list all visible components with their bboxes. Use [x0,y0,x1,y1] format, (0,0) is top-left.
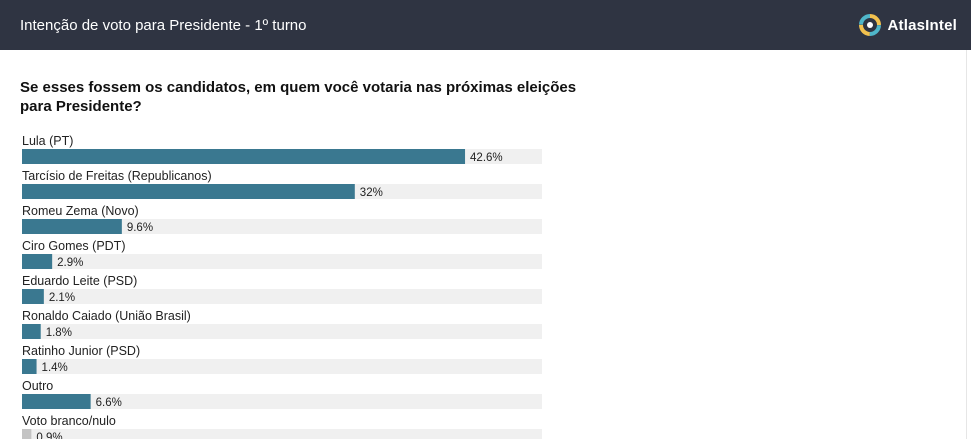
chart-title: Se esses fossem os candidatos, em quem v… [20,79,577,115]
bar-track [22,429,542,439]
bar [22,149,466,164]
bar-track [22,289,542,304]
bar-row: Outro 6.6% [22,379,542,409]
bar-row: Ratinho Junior (PSD) 1.4% [22,344,542,374]
bar-row: Lula (PT) 42.6% [22,134,542,164]
bar-track [22,394,542,409]
category-label: Outro [22,379,53,393]
bar-row: Voto branco/nulo 0.9% [22,414,542,439]
category-label: Lula (PT) [22,134,73,148]
panel-divider [966,50,967,439]
bar [22,184,355,199]
data-label: 2.9% [57,257,83,269]
atlasintel-logo-icon [859,14,882,36]
bar [22,429,32,439]
bar-row: Ronaldo Caiado (União Brasil) 1.8% [22,309,542,339]
header-bar: Intenção de voto para Presidente - 1º tu… [0,0,971,50]
bar [22,394,91,409]
category-label: Ciro Gomes (PDT) [22,239,125,253]
bar [22,254,53,269]
bar-row: Tarcísio de Freitas (Republicanos) 32% [22,169,542,199]
bar [22,219,122,234]
data-label: 32% [360,187,383,199]
bar-track [22,254,542,269]
bar-row: Romeu Zema (Novo) 9.6% [22,204,542,234]
data-label: 0.9% [36,432,62,439]
bar-track [22,219,542,234]
bar-track [22,324,542,339]
data-label: 6.6% [96,397,122,409]
category-label: Voto branco/nulo [22,414,116,428]
category-label: Romeu Zema (Novo) [22,204,139,218]
category-label: Ratinho Junior (PSD) [22,344,140,358]
page-title: Intenção de voto para Presidente - 1º tu… [20,16,307,34]
category-label: Ronaldo Caiado (União Brasil) [22,309,191,323]
bar [22,289,44,304]
data-label: 1.8% [46,327,72,339]
bar [22,324,41,339]
brand-name: AtlasIntel [887,16,957,34]
data-label: 1.4% [42,362,68,374]
data-label: 2.1% [49,292,75,304]
bar-row: Eduardo Leite (PSD) 2.1% [22,274,542,304]
brand-logo: AtlasIntel [858,13,957,37]
bar-row: Ciro Gomes (PDT) 2.9% [22,239,542,269]
bar [22,359,37,374]
bar-track [22,359,542,374]
data-label: 9.6% [127,222,153,234]
data-label: 42.6% [470,152,503,164]
category-label: Tarcísio de Freitas (Republicanos) [22,169,212,183]
category-label: Eduardo Leite (PSD) [22,274,137,288]
